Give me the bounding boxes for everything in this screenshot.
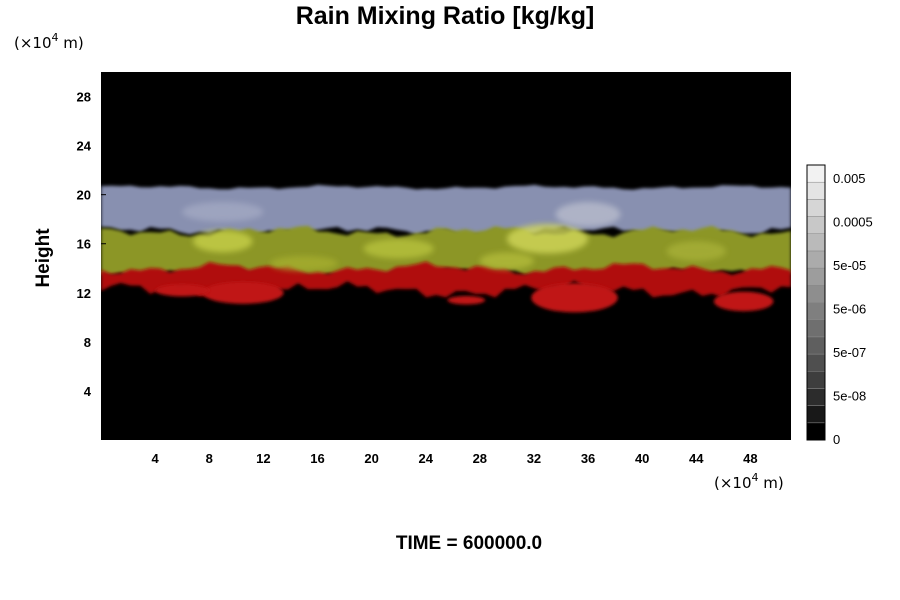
y-tick-label: 12 <box>77 286 91 301</box>
x-tick-label: 28 <box>473 451 487 466</box>
y-tick-label: 24 <box>77 139 92 154</box>
colorbar-label: 0.005 <box>833 171 866 186</box>
colorbar-level <box>806 353 826 372</box>
rain-lobe <box>531 282 618 313</box>
chart-title: Rain Mixing Ratio [kg/kg] <box>296 2 595 30</box>
rain-lobe <box>155 284 210 297</box>
plot-area <box>101 72 791 440</box>
field-highlight <box>666 241 727 261</box>
field-highlight <box>506 224 589 254</box>
x-tick-label: 36 <box>581 451 595 466</box>
rain-lobe <box>202 281 284 304</box>
colorbar-label: 5e-07 <box>833 345 866 360</box>
field-layers <box>101 184 791 313</box>
colorbar-level <box>806 405 826 424</box>
field-layer-1 <box>101 184 791 238</box>
rain-lobe <box>447 295 486 305</box>
x-axis-unit-label: (×104 m) <box>714 471 784 492</box>
y-tick-label: 16 <box>77 237 91 252</box>
rain-lobe <box>713 291 774 312</box>
y-tick-label: 28 <box>77 90 91 105</box>
colorbar-level <box>806 422 826 441</box>
field-highlight <box>555 202 621 227</box>
y-tick-label: 8 <box>84 335 91 350</box>
y-axis-title: Height <box>33 228 54 288</box>
x-tick-label: 24 <box>418 451 433 466</box>
field-highlight <box>193 230 253 253</box>
y-axis-unit-label: (×104 m) <box>14 31 84 52</box>
colorbar-level <box>806 302 826 320</box>
x-tick-label: 40 <box>635 451 649 466</box>
colorbar-label: 5e-08 <box>833 389 866 404</box>
colorbar-frame <box>806 164 826 441</box>
field-highlight <box>182 202 264 222</box>
colorbar-level <box>806 371 826 389</box>
colorbar-level <box>806 336 826 355</box>
time-label: TIME = 600000.0 <box>396 533 542 554</box>
x-tick-label: 4 <box>152 451 160 466</box>
colorbar-label: 0.0005 <box>833 215 873 230</box>
y-tick-label: 4 <box>84 384 92 399</box>
colorbar-level <box>806 388 826 406</box>
colorbar-level <box>806 164 826 183</box>
x-axis: 4 8 12 16 20 24 28 32 36 40 44 48 <box>152 435 758 466</box>
x-tick-label: 8 <box>206 451 213 466</box>
x-tick-label: 12 <box>256 451 270 466</box>
y-axis: 4 8 12 16 20 24 28 <box>77 90 106 399</box>
colorbar-level <box>806 285 826 303</box>
colorbar-level <box>806 319 826 338</box>
colorbar-level <box>806 199 826 217</box>
colorbar-label: 5e-05 <box>833 258 866 273</box>
colorbar-level <box>806 233 826 252</box>
x-tick-label: 16 <box>310 451 324 466</box>
colorbar-level <box>806 250 826 269</box>
x-tick-label: 44 <box>689 451 704 466</box>
colorbar-level <box>806 267 826 286</box>
x-tick-label: 32 <box>527 451 541 466</box>
field-highlight <box>270 255 338 271</box>
colorbar-level <box>806 216 826 234</box>
field-highlight <box>479 252 534 270</box>
field-highlight <box>363 238 434 259</box>
colorbar: 0.005 0.0005 5e-05 5e-06 5e-07 5e-08 0 <box>806 164 873 447</box>
colorbar-level <box>806 181 826 200</box>
x-tick-label: 48 <box>743 451 757 466</box>
y-tick-label: 20 <box>77 188 91 203</box>
x-tick-label: 20 <box>364 451 378 466</box>
colorbar-label: 0 <box>833 432 840 447</box>
colorbar-label: 5e-06 <box>833 302 866 317</box>
